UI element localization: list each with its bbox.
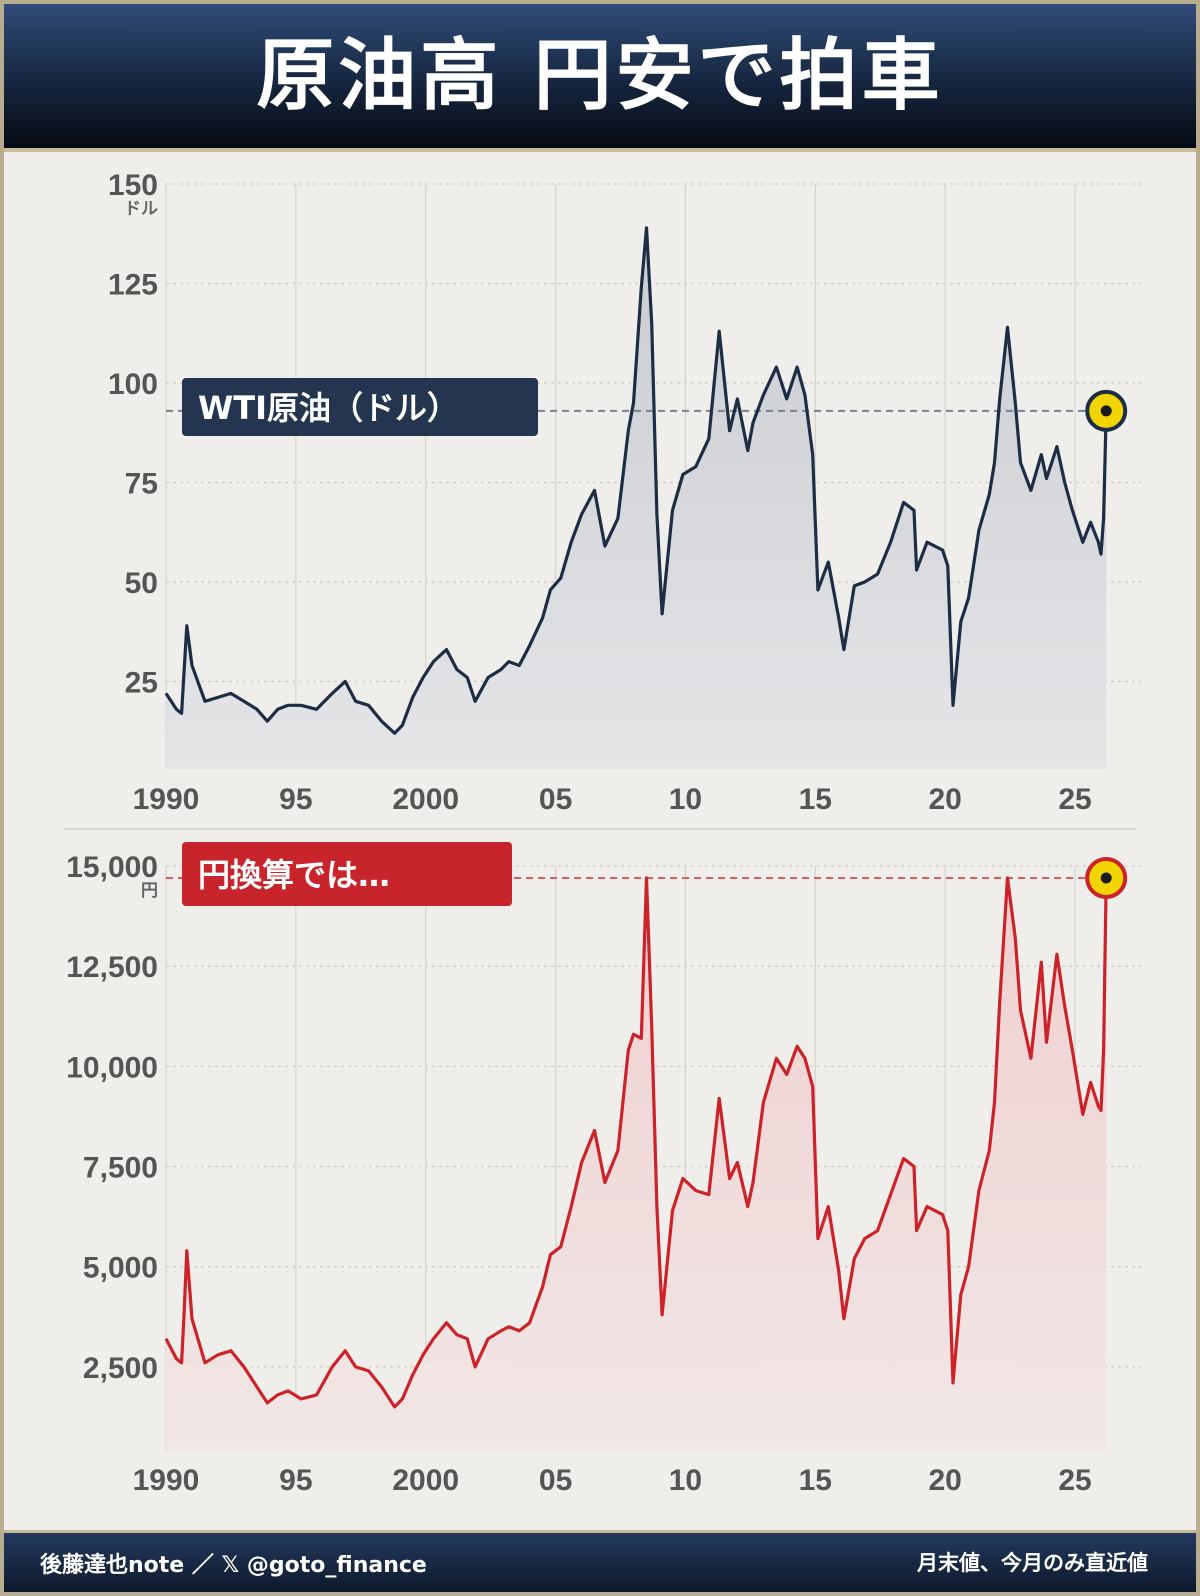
x-tick-label: 05 (539, 783, 572, 816)
y-tick-label: 25 (125, 666, 158, 699)
x-tick-label: 1990 (133, 783, 200, 816)
y-tick-label: 5,000 (83, 1252, 158, 1285)
x-tick-label: 10 (669, 783, 702, 816)
marker-dot (1100, 872, 1112, 884)
y-tick-label: 50 (125, 567, 158, 600)
charts-canvas: 150 125 100 75 50 25 ドル 1990 95 2000 05 10 15 20 25 WTI… (64, 169, 1144, 1497)
y-tick-label: 2,500 (83, 1352, 158, 1385)
x-tick-label: 05 (539, 1464, 572, 1497)
wti-chart: 150 125 100 75 50 25 ドル 1990 95 2000 05 10 15 20 25 WTI… (108, 169, 1144, 816)
series-label: WTI原油（ドル） (198, 389, 459, 427)
x-tick-label: 1990 (133, 1464, 200, 1497)
x-tick-label: 20 (928, 783, 961, 816)
y-tick-label: 12,500 (66, 951, 158, 984)
y-unit-label: 円 (141, 881, 158, 901)
series-area (166, 227, 1107, 770)
x-tick-label: 15 (799, 783, 832, 816)
x-tick-label: 25 (1058, 1464, 1091, 1497)
y-tick-label: 125 (108, 268, 158, 301)
series-line (164, 226, 1108, 735)
x-tick-label: 2000 (392, 783, 459, 816)
y-tick-label: 15,000 (66, 851, 158, 884)
series-label: 円換算では… (198, 856, 390, 894)
y-tick-label: 10,000 (66, 1051, 158, 1084)
x-tick-label: 20 (928, 1464, 961, 1497)
series-label-box (182, 842, 512, 906)
y-unit-label: ドル (124, 199, 158, 219)
marker-dot (1100, 405, 1112, 417)
x-tick-label: 15 (799, 1464, 832, 1497)
footer-note: 月末値、今月のみ直近値 (917, 1551, 1148, 1575)
series-area (166, 878, 1107, 1451)
yen-chart: 15,000 12,500 10,000 7,500 5,000 2,500 円 1990 95… (66, 842, 1144, 1497)
header-banner: 原油高 円安で拍車 (4, 4, 1196, 152)
series-label-box (182, 378, 538, 436)
x-tick-label: 95 (279, 1464, 312, 1497)
infographic-frame: 原油高 円安で拍車 150 125 100 75 50 25 ドル 1990 95 2000 05 1… (4, 4, 1196, 1592)
page-title: 原油高 円安で拍車 (256, 31, 944, 121)
y-tick-label: 100 (108, 368, 158, 401)
x-tick-label: 10 (669, 1464, 702, 1497)
y-tick-label: 150 (108, 169, 158, 202)
footer-bar: 後藤達也note ／ 𝕏 @goto_finance 月末値、今月のみ直近値 (4, 1530, 1196, 1592)
x-tick-label: 25 (1058, 783, 1091, 816)
x-tick-label: 95 (279, 783, 312, 816)
y-tick-label: 75 (125, 467, 158, 500)
series-line (164, 876, 1108, 1409)
x-tick-label: 2000 (392, 1464, 459, 1497)
y-tick-label: 7,500 (83, 1152, 158, 1185)
footer-credit: 後藤達也note ／ 𝕏 @goto_finance (40, 1553, 427, 1578)
